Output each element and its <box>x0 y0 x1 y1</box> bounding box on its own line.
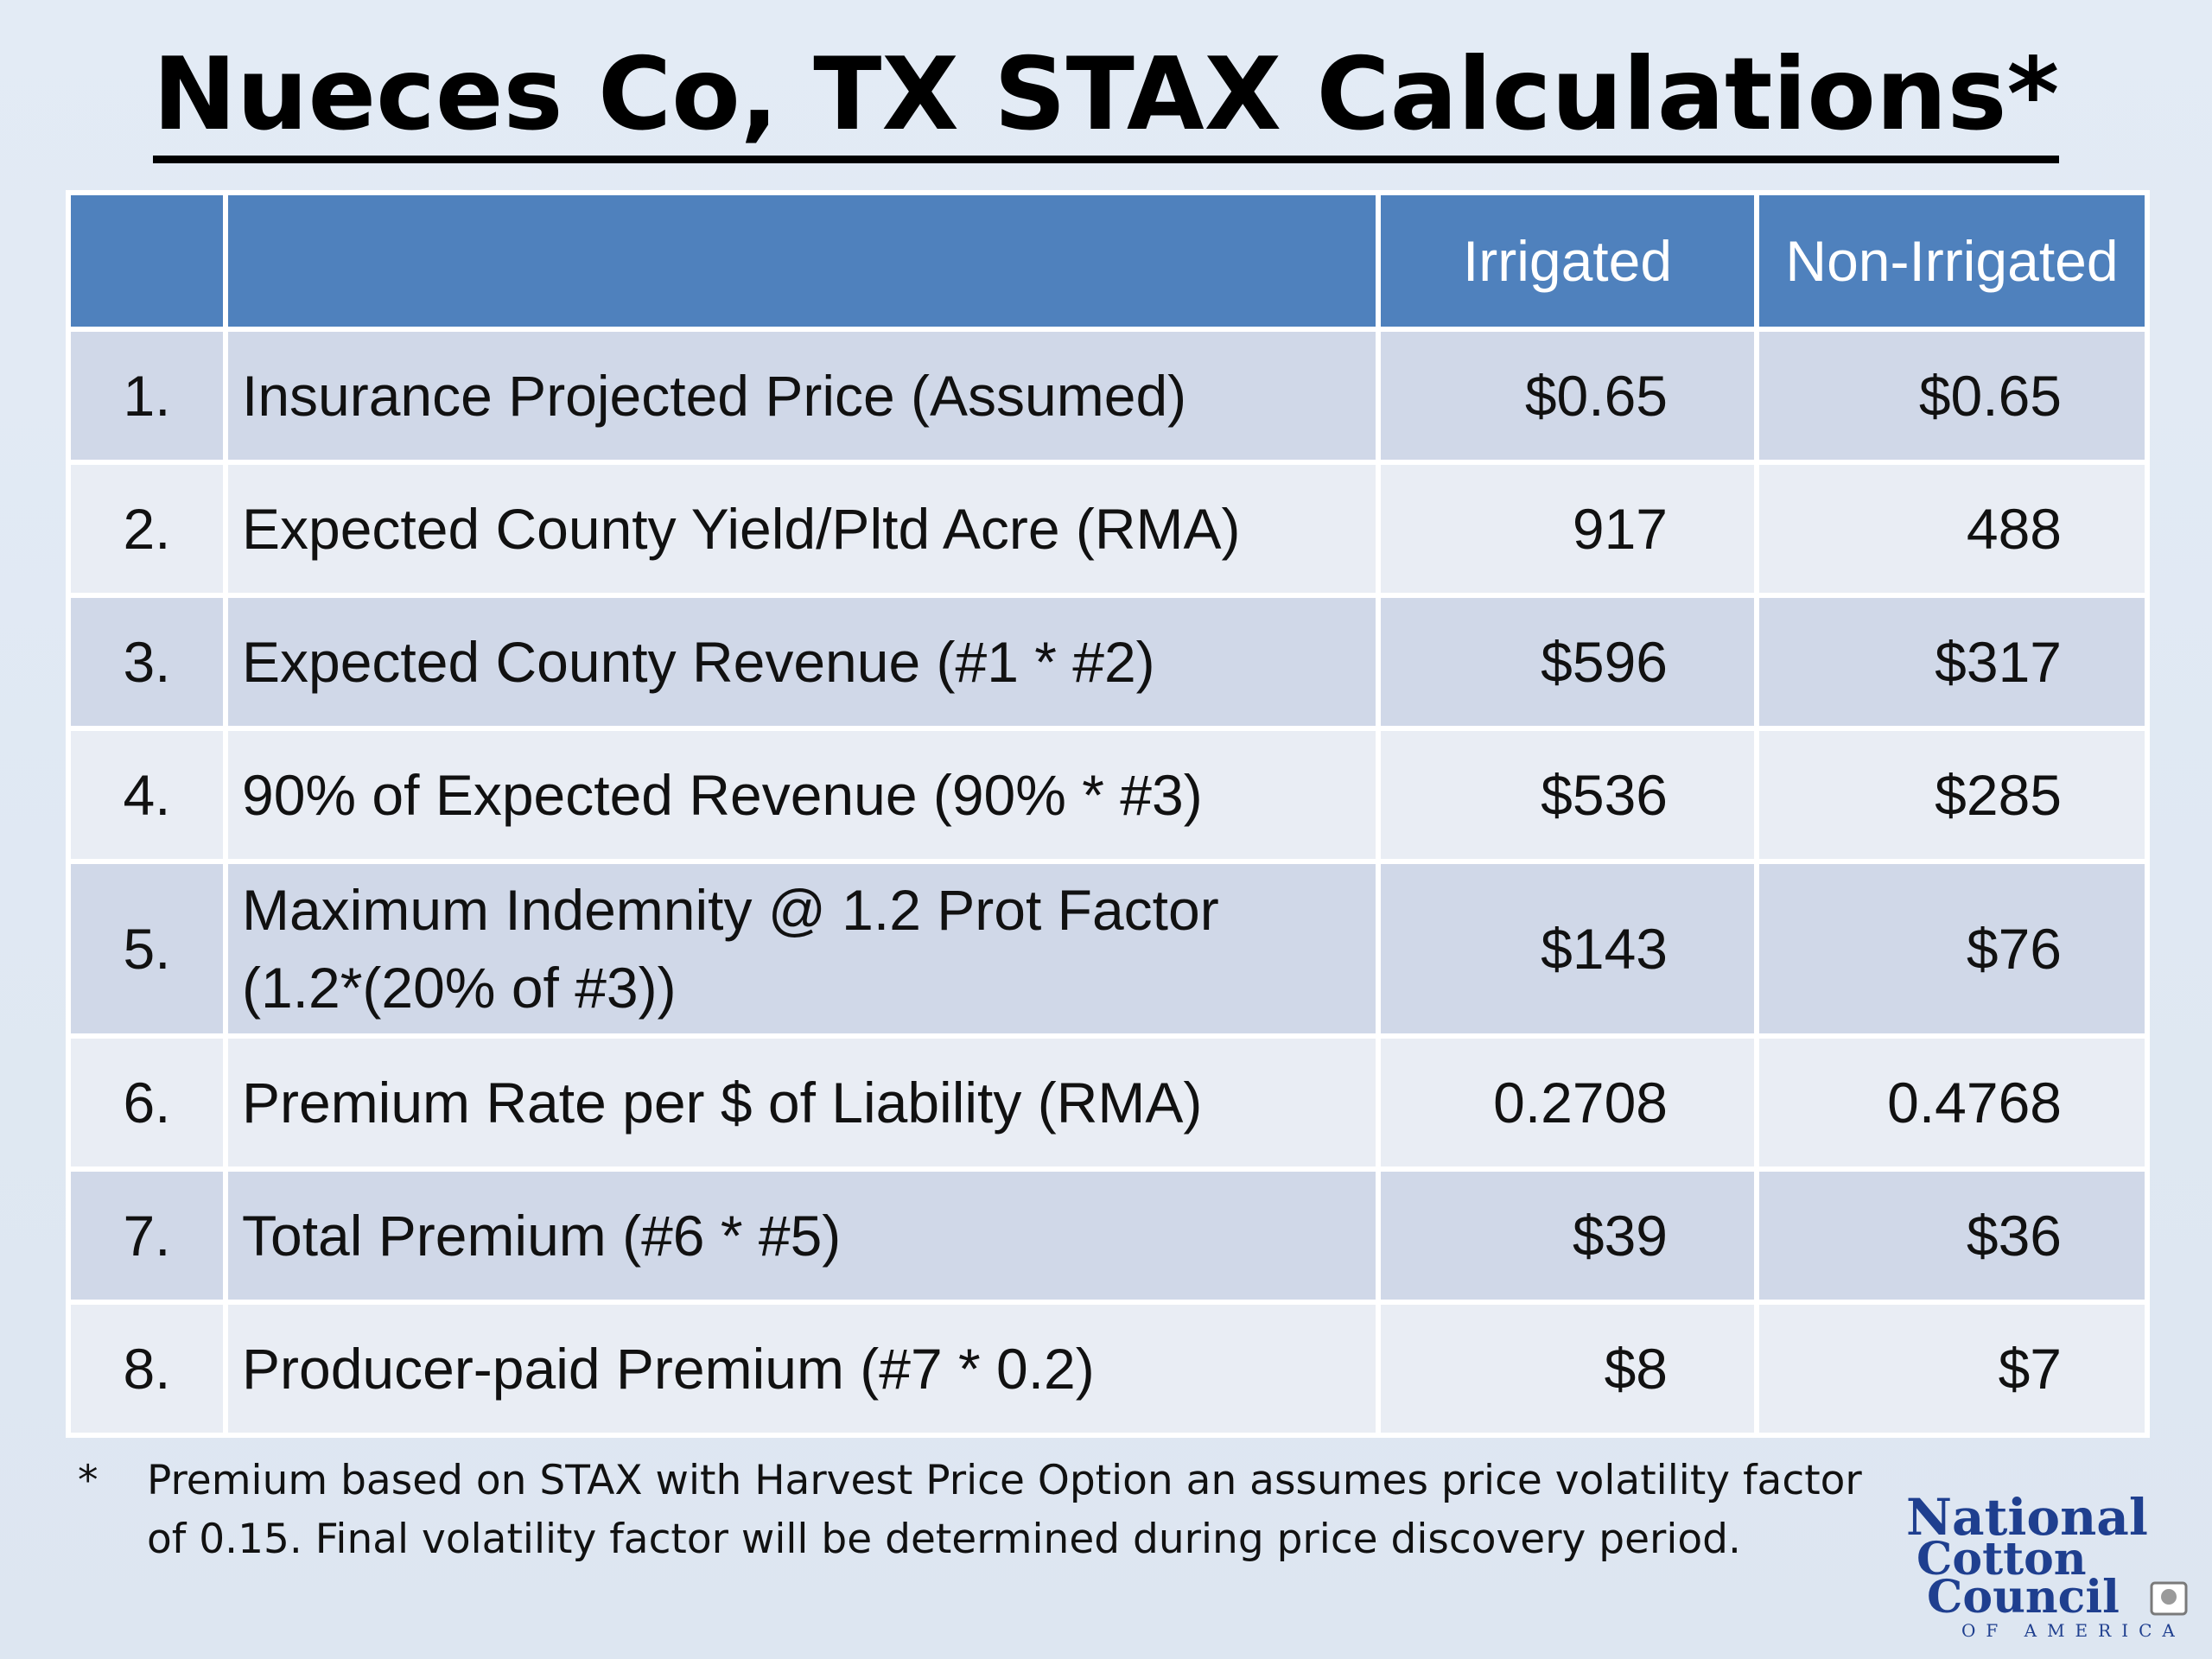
table-row: 8. Producer-paid Premium (#7 * 0.2) $8 $… <box>71 1305 2145 1433</box>
row-label: Insurance Projected Price (Assumed) <box>228 332 1376 460</box>
irrigated-value: $143 <box>1381 864 1754 1033</box>
row-label-line2: (1.2*(20% of #3)) <box>242 956 677 1020</box>
irrigated-value: $596 <box>1381 598 1754 726</box>
header-number <box>71 195 223 327</box>
header-non-irrigated: Non-Irrigated <box>1759 195 2145 327</box>
footnote: * Premium based on STAX with Harvest Pri… <box>78 1452 1892 1569</box>
row-label: Premium Rate per $ of Liability (RMA) <box>228 1039 1376 1166</box>
row-label: Expected County Yield/Pltd Acre (RMA) <box>228 465 1376 593</box>
irrigated-value: 0.2708 <box>1381 1039 1754 1166</box>
header-irrigated: Irrigated <box>1381 195 1754 327</box>
table-row: 2. Expected County Yield/Pltd Acre (RMA)… <box>71 465 2145 593</box>
row-label: Total Premium (#6 * #5) <box>228 1172 1376 1300</box>
logo-line1: National <box>1906 1488 2148 1547</box>
irrigated-value: $0.65 <box>1381 332 1754 460</box>
non-irrigated-value: $36 <box>1759 1172 2145 1300</box>
row-label-line1: Maximum Indemnity @ 1.2 Prot Factor <box>242 878 1219 942</box>
logo-line3: Council <box>1927 1571 2120 1624</box>
row-label: Maximum Indemnity @ 1.2 Prot Factor (1.2… <box>228 864 1376 1033</box>
table-row: 3. Expected County Revenue (#1 * #2) $59… <box>71 598 2145 726</box>
row-number: 6. <box>71 1039 223 1166</box>
non-irrigated-value: 0.4768 <box>1759 1039 2145 1166</box>
non-irrigated-value: $0.65 <box>1759 332 2145 460</box>
row-label: Expected County Revenue (#1 * #2) <box>228 598 1376 726</box>
logo-line2: Cotton <box>1916 1533 2087 1586</box>
footnote-marker: * <box>78 1457 99 1504</box>
non-irrigated-value: $76 <box>1759 864 2145 1033</box>
irrigated-value: $8 <box>1381 1305 1754 1433</box>
row-number: 1. <box>71 332 223 460</box>
logo-line4: OF AMERICA <box>1961 1620 2185 1641</box>
page-title-text: Nueces Co, TX STAX Calculations* <box>152 35 2060 163</box>
table-header-row: Irrigated Non-Irrigated <box>71 195 2145 327</box>
non-irrigated-value: 488 <box>1759 465 2145 593</box>
table-row: 6. Premium Rate per $ of Liability (RMA)… <box>71 1039 2145 1166</box>
national-cotton-council-logo: National Cotton Council OF AMERICA <box>1906 1488 2188 1641</box>
row-number: 2. <box>71 465 223 593</box>
non-irrigated-value: $285 <box>1759 731 2145 859</box>
row-label: Producer-paid Premium (#7 * 0.2) <box>228 1305 1376 1433</box>
row-number: 3. <box>71 598 223 726</box>
irrigated-value: 917 <box>1381 465 1754 593</box>
table-row: 1. Insurance Projected Price (Assumed) $… <box>71 332 2145 460</box>
footnote-text: Premium based on STAX with Harvest Price… <box>147 1457 1862 1563</box>
non-irrigated-value: $317 <box>1759 598 2145 726</box>
table-row: 7. Total Premium (#6 * #5) $39 $36 <box>71 1172 2145 1300</box>
stax-calculations-table: Irrigated Non-Irrigated 1. Insurance Pro… <box>66 190 2150 1438</box>
row-number: 8. <box>71 1305 223 1433</box>
irrigated-value: $39 <box>1381 1172 1754 1300</box>
table-row: 4. 90% of Expected Revenue (90% * #3) $5… <box>71 731 2145 859</box>
row-number: 5. <box>71 864 223 1033</box>
row-number: 4. <box>71 731 223 859</box>
row-number: 7. <box>71 1172 223 1300</box>
row-label: 90% of Expected Revenue (90% * #3) <box>228 731 1376 859</box>
page-title: Nueces Co, TX STAX Calculations* <box>0 35 2212 163</box>
header-label <box>228 195 1376 327</box>
irrigated-value: $536 <box>1381 731 1754 859</box>
table-row: 5. Maximum Indemnity @ 1.2 Prot Factor (… <box>71 864 2145 1033</box>
non-irrigated-value: $7 <box>1759 1305 2145 1433</box>
